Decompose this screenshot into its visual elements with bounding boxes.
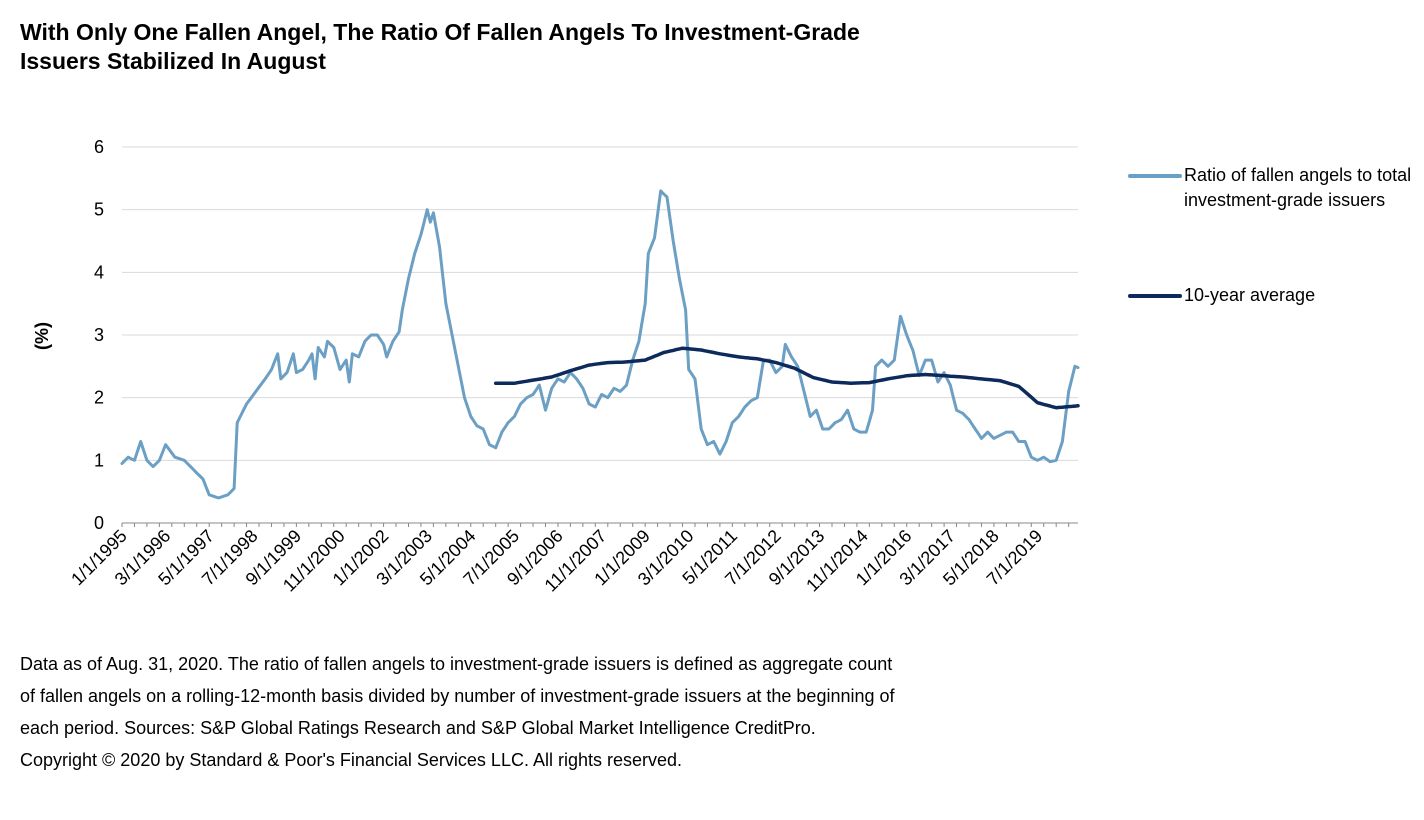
footnote-line-1: Data as of Aug. 31, 2020. The ratio of f… — [20, 654, 893, 674]
legend-item-average: 10-year average — [1128, 283, 1424, 308]
legend-swatch-ratio — [1128, 174, 1182, 178]
chart-title: With Only One Fallen Angel, The Ratio Of… — [20, 18, 1020, 76]
footnote-line-3: each period. Sources: S&P Global Ratings… — [20, 718, 816, 738]
chart-title-line-1: With Only One Fallen Angel, The Ratio Of… — [20, 19, 860, 45]
y-axis-label: (%) — [32, 322, 52, 350]
series-line-10yr-average — [493, 346, 1080, 410]
y-tick-label: 5 — [94, 200, 104, 220]
footnote: Data as of Aug. 31, 2020. The ratio of f… — [20, 648, 1100, 776]
y-tick-label: 2 — [94, 388, 104, 408]
series-line-ratio — [120, 189, 1080, 500]
y-tick-label: 6 — [94, 137, 104, 157]
footnote-line-2: of fallen angels on a rolling-12-month b… — [20, 686, 895, 706]
legend-label-average: 10-year average — [1184, 285, 1316, 305]
y-tick-label: 4 — [94, 262, 104, 282]
legend-item-ratio: Ratio of fallen angels to total investme… — [1128, 163, 1424, 213]
y-tick-label: 1 — [94, 450, 104, 470]
y-tick-label: 0 — [94, 513, 104, 533]
line-chart: 01234561/1/19953/1/19965/1/19977/1/19989… — [32, 137, 1080, 596]
legend-label-ratio: Ratio of fallen angels to total investme… — [1184, 165, 1412, 210]
legend-swatch-average — [1128, 294, 1182, 298]
y-tick-label: 3 — [94, 325, 104, 345]
footnote-line-4: Copyright © 2020 by Standard & Poor's Fi… — [20, 750, 683, 770]
chart-title-line-2: Issuers Stabilized In August — [20, 48, 326, 74]
